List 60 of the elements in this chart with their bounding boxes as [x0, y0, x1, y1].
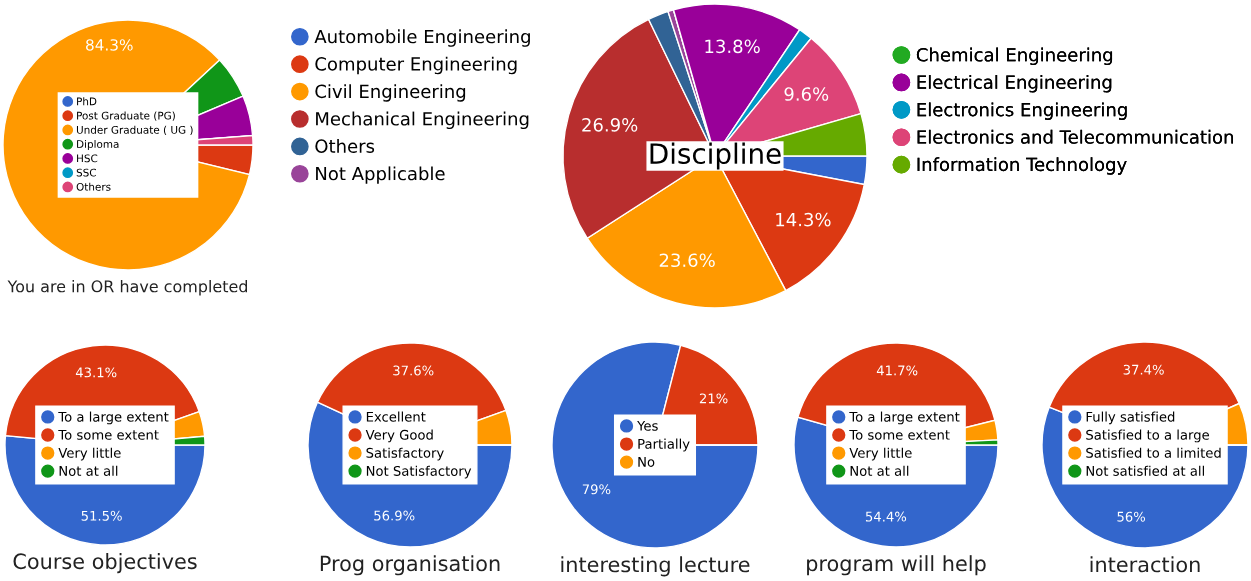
data-label: 37.4%	[1123, 364, 1164, 375]
data-label: 21%	[699, 393, 728, 404]
legend-label: To some extent	[58, 430, 159, 440]
data-label: 84.3%	[86, 39, 133, 51]
text: Discipline	[650, 142, 781, 170]
legend-label: Others	[315, 138, 375, 153]
legend-label: Very little	[849, 447, 912, 461]
legend-label: HSC	[77, 154, 98, 163]
data-label: 26.9%	[582, 118, 638, 132]
legend-label: SSC	[76, 168, 96, 177]
legend-label: Information Technology	[917, 157, 1127, 175]
text: interesting lecture	[561, 556, 750, 577]
legend-label: No	[638, 457, 655, 467]
data-label: 56.9%	[374, 510, 415, 521]
legend-label: Partially	[638, 438, 690, 452]
legend-label: Satisfactory	[366, 447, 444, 461]
legend-label: Not at all	[850, 465, 909, 476]
legend-label: Satisfied to a limited	[1086, 447, 1221, 458]
legend-label: Not at all	[59, 465, 118, 476]
legend-label: Satisfied to a large	[1086, 429, 1209, 443]
data-label: 13.8%	[705, 39, 760, 54]
data-label: 54.4%	[865, 511, 907, 522]
data-label: 23.6%	[659, 253, 715, 268]
legend-label: To a large extent	[849, 411, 960, 425]
legend-label: Diploma	[77, 139, 119, 151]
legend-label: PhD	[77, 97, 97, 106]
legend-label: Chemical Engineering	[916, 47, 1113, 66]
legend-label: Electronics and Telecommunication	[917, 129, 1233, 144]
data-label: 56%	[1117, 511, 1146, 522]
legend-label: Automobile Engineering	[314, 29, 530, 47]
data-label: 14.3%	[776, 212, 831, 227]
legend-label: Not satisfied at all	[1086, 465, 1204, 476]
legend-label: To a large extent	[58, 411, 169, 425]
legend-label: Excellent	[366, 411, 426, 422]
data-label: 9.6%	[784, 87, 829, 101]
data-label: 79%	[582, 484, 611, 495]
text: interaction	[1090, 556, 1200, 573]
data-label: 41.7%	[876, 365, 918, 376]
text: Prog organisation	[320, 555, 500, 576]
legend-label: Post Graduate (PG)	[77, 111, 175, 121]
legend-label: Electronics Engineering	[917, 102, 1127, 120]
legend-label: Electrical Engineering	[917, 75, 1112, 93]
text: You are in OR have completed	[7, 280, 247, 296]
legend-label: Under Graduate ( UG )	[76, 125, 193, 135]
data-label: 37.6%	[393, 365, 434, 376]
text: program will help	[807, 555, 986, 576]
legend-label: Not Applicable	[316, 166, 445, 184]
legend-label: To some extent	[849, 430, 950, 440]
data-label: 43.1%	[75, 367, 117, 378]
legend-label: Very little	[58, 447, 121, 461]
legend-label: Mechanical Engineering	[316, 111, 529, 130]
data-label: 51.5%	[81, 510, 122, 521]
legend-label: Yes	[637, 420, 658, 431]
legend-label: Fully satisfied	[1086, 411, 1175, 425]
legend-label: Not Satisfactory	[366, 465, 472, 479]
legend-label: Others	[76, 182, 111, 191]
text: Course objectives	[13, 553, 197, 574]
legend-label: Computer Engineering	[315, 56, 517, 75]
legend-label: Civil Engineering	[315, 84, 466, 102]
legend-label: Very Good	[365, 429, 433, 443]
